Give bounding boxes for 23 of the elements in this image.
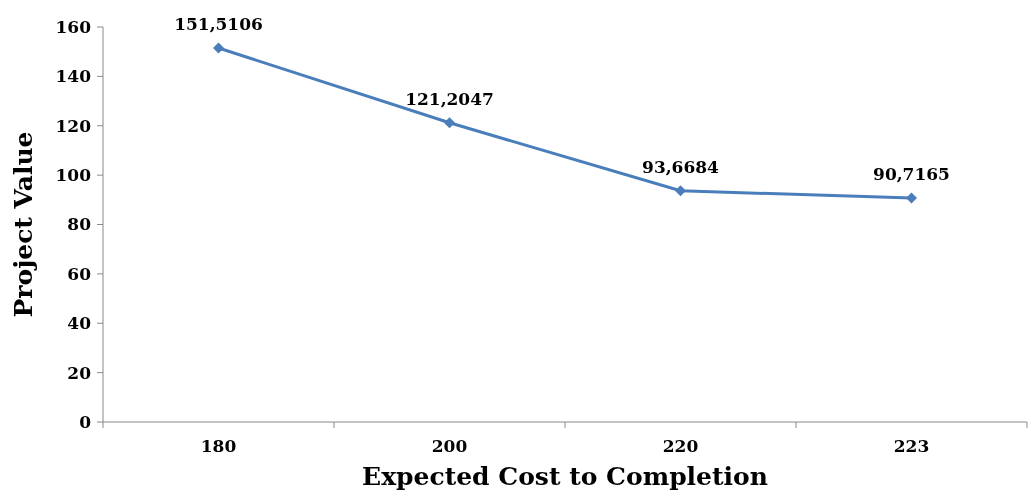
x-axis-title: Expected Cost to Completion	[362, 462, 768, 491]
data-label: 90,7165	[873, 164, 950, 185]
y-tick-label: 0	[79, 411, 92, 432]
x-tick-label: 200	[431, 436, 468, 456]
y-axis-title: Project Value	[9, 131, 38, 318]
point	[675, 185, 686, 197]
data-label: 151,5106	[174, 13, 263, 34]
point	[906, 192, 917, 204]
data-label: 121,2047	[405, 88, 494, 109]
y-tick-label: 60	[67, 263, 92, 284]
y-tick-label: 100	[55, 165, 92, 186]
y-tick-label: 140	[55, 66, 92, 87]
x-tick-label: 180	[200, 436, 237, 456]
data-label: 93,6684	[642, 156, 720, 177]
point	[444, 117, 455, 129]
point	[213, 42, 224, 54]
y-tick-label: 160	[55, 16, 92, 37]
y-tick-label: 120	[55, 115, 92, 136]
x-tick-label: 220	[662, 436, 699, 456]
y-tick-label: 20	[67, 362, 92, 383]
y-tick-label: 80	[67, 214, 92, 235]
x-tick-label: 223	[893, 436, 930, 456]
y-tick-label: 40	[67, 313, 92, 334]
